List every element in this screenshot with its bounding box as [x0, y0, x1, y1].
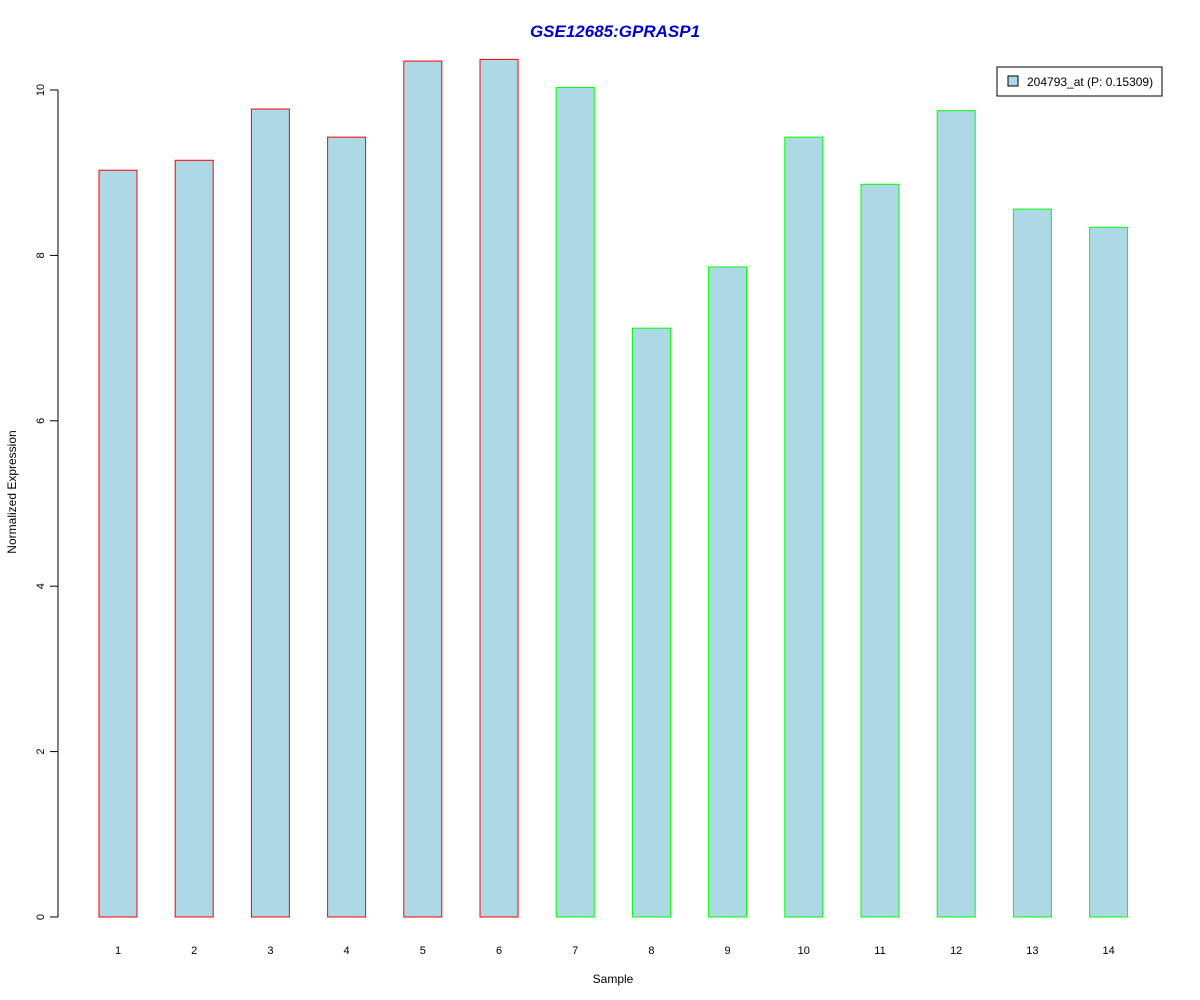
bar-sample-14 — [1089, 226, 1129, 918]
bar-sample-8 — [631, 327, 671, 918]
x-tick-label: 4 — [344, 945, 350, 957]
bar-sample-2 — [174, 159, 214, 918]
x-tick-label: 12 — [950, 945, 962, 957]
legend: 204793_at (P: 0.15309) — [996, 66, 1163, 97]
x-tick-label: 3 — [267, 945, 273, 957]
y-tick-label: 4 — [35, 583, 47, 589]
x-tick-label: 7 — [572, 945, 578, 957]
x-tick-label: 9 — [725, 945, 731, 957]
y-axis-label: Normalized Expression — [5, 430, 19, 553]
y-axis: 0 2 4 6 8 10 — [35, 84, 59, 920]
x-tick-label: 11 — [874, 945, 885, 957]
bar-sample-4 — [327, 136, 367, 918]
y-tick-label: 2 — [35, 749, 47, 755]
bar-sample-6 — [479, 58, 519, 918]
bar-sample-3 — [250, 108, 290, 918]
y-tick-label: 10 — [35, 84, 47, 96]
x-tick-label: 8 — [648, 945, 654, 957]
x-tick-label: 14 — [1102, 945, 1114, 957]
bars — [98, 58, 1129, 918]
legend-box — [996, 66, 1163, 97]
x-tick-labels: 1 2 3 4 5 6 7 8 9 10 11 12 13 14 — [115, 945, 1115, 957]
x-tick-label: 1 — [115, 945, 121, 957]
bar-sample-1 — [98, 169, 138, 918]
x-tick-label: 10 — [798, 945, 810, 957]
bar-sample-13 — [1012, 208, 1052, 918]
bar-sample-12 — [936, 110, 976, 918]
x-tick-label: 13 — [1026, 945, 1038, 957]
legend-swatch — [1007, 75, 1019, 87]
x-tick-label: 5 — [420, 945, 426, 957]
y-tick-label: 0 — [35, 914, 47, 920]
chart-title: GSE12685:GPRASP1 — [530, 22, 700, 41]
bar-sample-9 — [708, 266, 748, 918]
legend-entry: 204793_at (P: 0.15309) — [1027, 75, 1153, 89]
x-axis-label: Sample — [593, 972, 634, 986]
x-tick-label: 6 — [496, 945, 502, 957]
bar-sample-11 — [860, 183, 900, 918]
y-tick-label: 6 — [35, 418, 47, 424]
bar-sample-7 — [555, 87, 595, 918]
x-tick-label: 2 — [191, 945, 197, 957]
bar-sample-5 — [403, 60, 443, 918]
y-tick-label: 8 — [35, 252, 47, 258]
bar-sample-10 — [784, 136, 824, 918]
